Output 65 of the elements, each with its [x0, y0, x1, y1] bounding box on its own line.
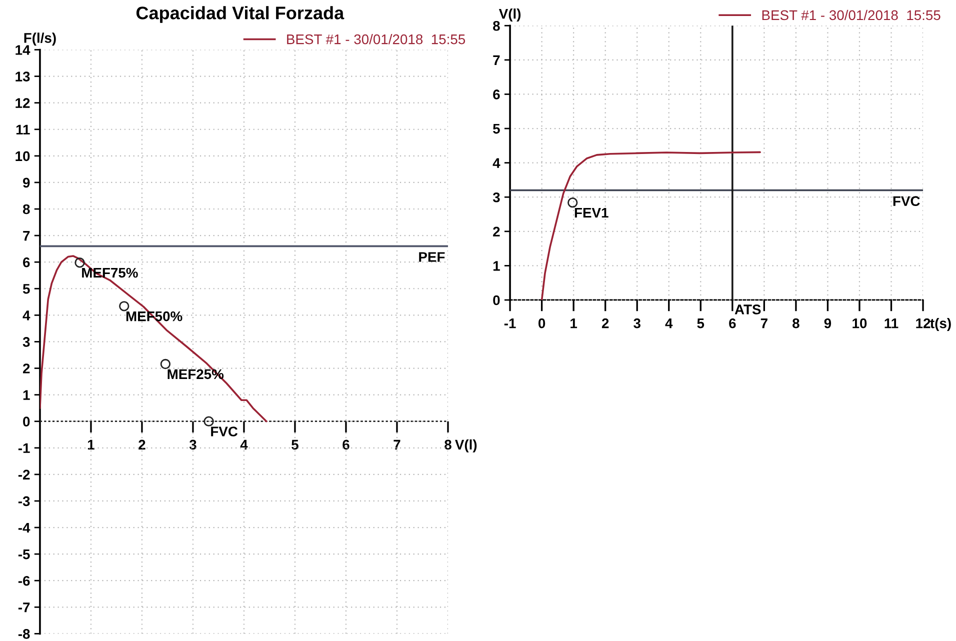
y-tick-label: 2	[22, 364, 30, 374]
y-tick-label: -2	[18, 470, 30, 480]
y-tick-label: 1	[23, 390, 30, 400]
x-tick-label: 10	[852, 318, 867, 328]
y-tick-label: 13	[16, 72, 30, 82]
y-tick-label: 12	[16, 98, 30, 108]
y-tick-label: 11	[16, 124, 30, 134]
y-tick-label: 4	[492, 158, 500, 168]
x-tick-label: 7	[394, 440, 400, 450]
x-tick-label: 6	[342, 440, 350, 450]
y-tick-label: 10	[16, 151, 30, 162]
x-axis-title: V(l)	[455, 439, 477, 452]
ref-line-label: ATS	[734, 304, 761, 314]
y-tick-label: 8	[493, 20, 500, 31]
x-tick-label: 7	[760, 318, 768, 328]
y-tick-label: 14	[16, 45, 30, 55]
y-tick-label: 6	[493, 90, 500, 100]
y-tick-label: -6	[18, 576, 30, 586]
legend-label: BEST #1 - 30/01/2018 15:55	[287, 34, 466, 44]
x-tick-label: 0	[538, 318, 546, 328]
x-tick-label: 9	[824, 318, 832, 328]
x-tick-label: 3	[634, 318, 640, 328]
y-tick-label: 0	[493, 295, 500, 306]
y-tick-label: 0	[23, 416, 30, 427]
x-tick-label: 1	[570, 318, 578, 328]
x-tick-label: 6	[729, 318, 736, 328]
y-tick-label: 3	[22, 337, 30, 347]
x-axis-title: t(s)	[930, 318, 951, 331]
y-tick-label: 2	[493, 226, 500, 236]
y-tick-label: -8	[18, 629, 30, 639]
y-axis-title: F(l/s)	[24, 32, 56, 46]
y-axis-title: V(l)	[498, 8, 521, 22]
x-tick-label: 4	[665, 318, 673, 328]
annotation: FEV1	[574, 208, 608, 218]
y-tick-label: 4	[22, 310, 30, 320]
y-tick-label: -4	[18, 522, 30, 533]
y-tick-label: 7	[23, 231, 30, 241]
y-tick-label: 5	[493, 124, 500, 134]
x-tick-label: 11	[884, 318, 898, 328]
y-tick-label: 3	[492, 192, 500, 202]
y-tick-label: -5	[18, 550, 30, 560]
x-tick-label: 8	[792, 318, 800, 328]
y-tick-label: 7	[493, 55, 500, 65]
ref-line-label: FVC	[893, 196, 920, 206]
x-tick-label: 5	[697, 318, 704, 328]
y-tick-label: -3	[18, 496, 30, 506]
x-tick-label: 12	[916, 318, 930, 328]
y-tick-label: 9	[22, 178, 30, 188]
x-tick-label: 5	[292, 440, 298, 450]
y-tick-label: -7	[18, 602, 30, 612]
x-tick-label: 1	[88, 440, 94, 450]
y-tick-label: 6	[23, 257, 30, 268]
x-tick-label: 4	[240, 440, 248, 450]
x-tick-label: 2	[602, 318, 609, 328]
ref-line-label: PEF	[419, 252, 445, 262]
x-tick-label: -1	[504, 318, 516, 328]
x-tick-label: 3	[189, 440, 196, 450]
y-tick-label: 8	[22, 204, 30, 214]
x-tick-label: 2	[138, 440, 146, 450]
x-tick-label: 8	[444, 440, 452, 450]
y-tick-label: 5	[22, 284, 30, 294]
legend-label: BEST #1 - 30/01/2018 15:55	[762, 10, 940, 20]
y-tick-label: 1	[493, 261, 500, 271]
annotation: FVC	[211, 426, 238, 436]
chart-title: Capacidad Vital Forzada	[136, 6, 344, 23]
